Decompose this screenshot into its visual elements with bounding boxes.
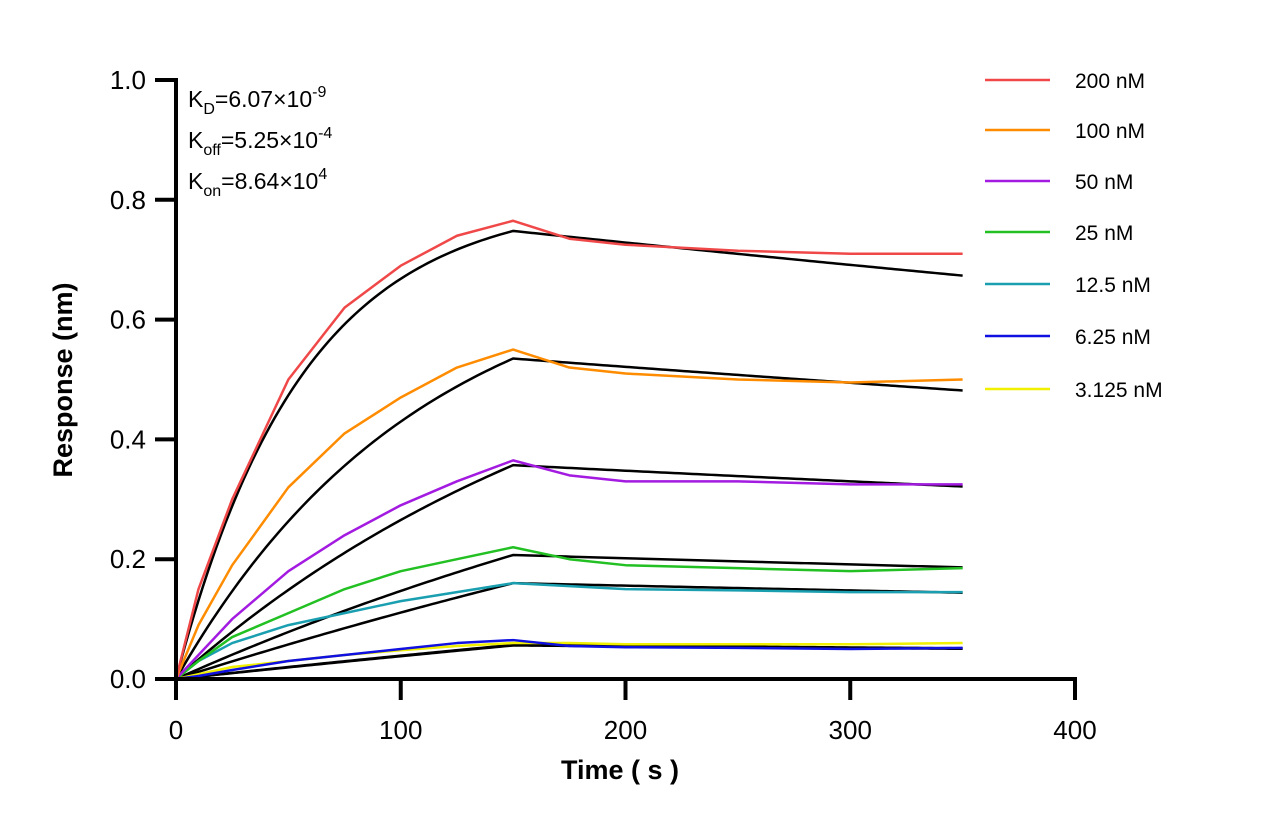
kd-label: KD=6.07×10-9 xyxy=(188,84,326,118)
y-tick-label: 0.0 xyxy=(110,664,146,694)
kon-label: Kon=8.64×104 xyxy=(188,166,327,200)
y-tick-label: 0.4 xyxy=(110,424,146,454)
fit-line-25-nM xyxy=(175,553,963,681)
series-line-12.5-nM xyxy=(175,581,963,680)
x-axis-title: Time ( s ) xyxy=(561,755,679,785)
fit-line-12.5-nM xyxy=(175,581,963,681)
y-tick-label: 0.8 xyxy=(110,185,146,215)
legend-label: 12.5 nM xyxy=(1075,274,1151,297)
fit-line-50-nM xyxy=(175,463,963,680)
kinetics-annotation: KD=6.07×10-9 Koff=5.25×10-4 Kon=8.64×104 xyxy=(188,84,332,200)
legend-label: 6.25 nM xyxy=(1075,326,1151,349)
legend-label: 200 nM xyxy=(1075,70,1145,93)
measured-curves xyxy=(174,219,963,681)
x-tick-label: 200 xyxy=(604,715,647,745)
axes: 0 100 200 300 400 0.0 0.2 0.4 0.6 0.8 1.0 xyxy=(110,65,1097,745)
legend: 200 nM 100 nM 50 nM 25 nM 12.5 nM 6.25 nM 3.12… xyxy=(985,70,1163,402)
series-line-100-nM xyxy=(174,348,963,680)
fit-line-3.125-nM xyxy=(175,644,963,681)
y-tick-label: 1.0 xyxy=(110,65,146,95)
series-line-50-nM xyxy=(175,459,963,680)
fit-line-200-nM xyxy=(174,229,963,680)
y-tick-label: 0.2 xyxy=(110,544,146,574)
legend-label: 50 nM xyxy=(1075,171,1133,194)
series-line-25-nM xyxy=(175,545,963,680)
y-axis-title: Response (nm) xyxy=(48,282,78,477)
x-tick-label: 100 xyxy=(379,715,422,745)
legend-label: 3.125 nM xyxy=(1075,379,1163,402)
series-line-200-nM xyxy=(174,219,963,680)
koff-label: Koff=5.25×10-4 xyxy=(188,125,332,159)
x-tick-label: 300 xyxy=(829,715,872,745)
x-tick-label: 0 xyxy=(169,715,183,745)
x-tick-label: 400 xyxy=(1053,715,1096,745)
series-line-6.25-nM xyxy=(175,638,963,681)
legend-label: 100 nM xyxy=(1075,120,1145,143)
series-line-3.125-nM xyxy=(175,641,963,681)
legend-label: 25 nM xyxy=(1075,222,1133,245)
y-tick-label: 0.6 xyxy=(110,305,146,335)
